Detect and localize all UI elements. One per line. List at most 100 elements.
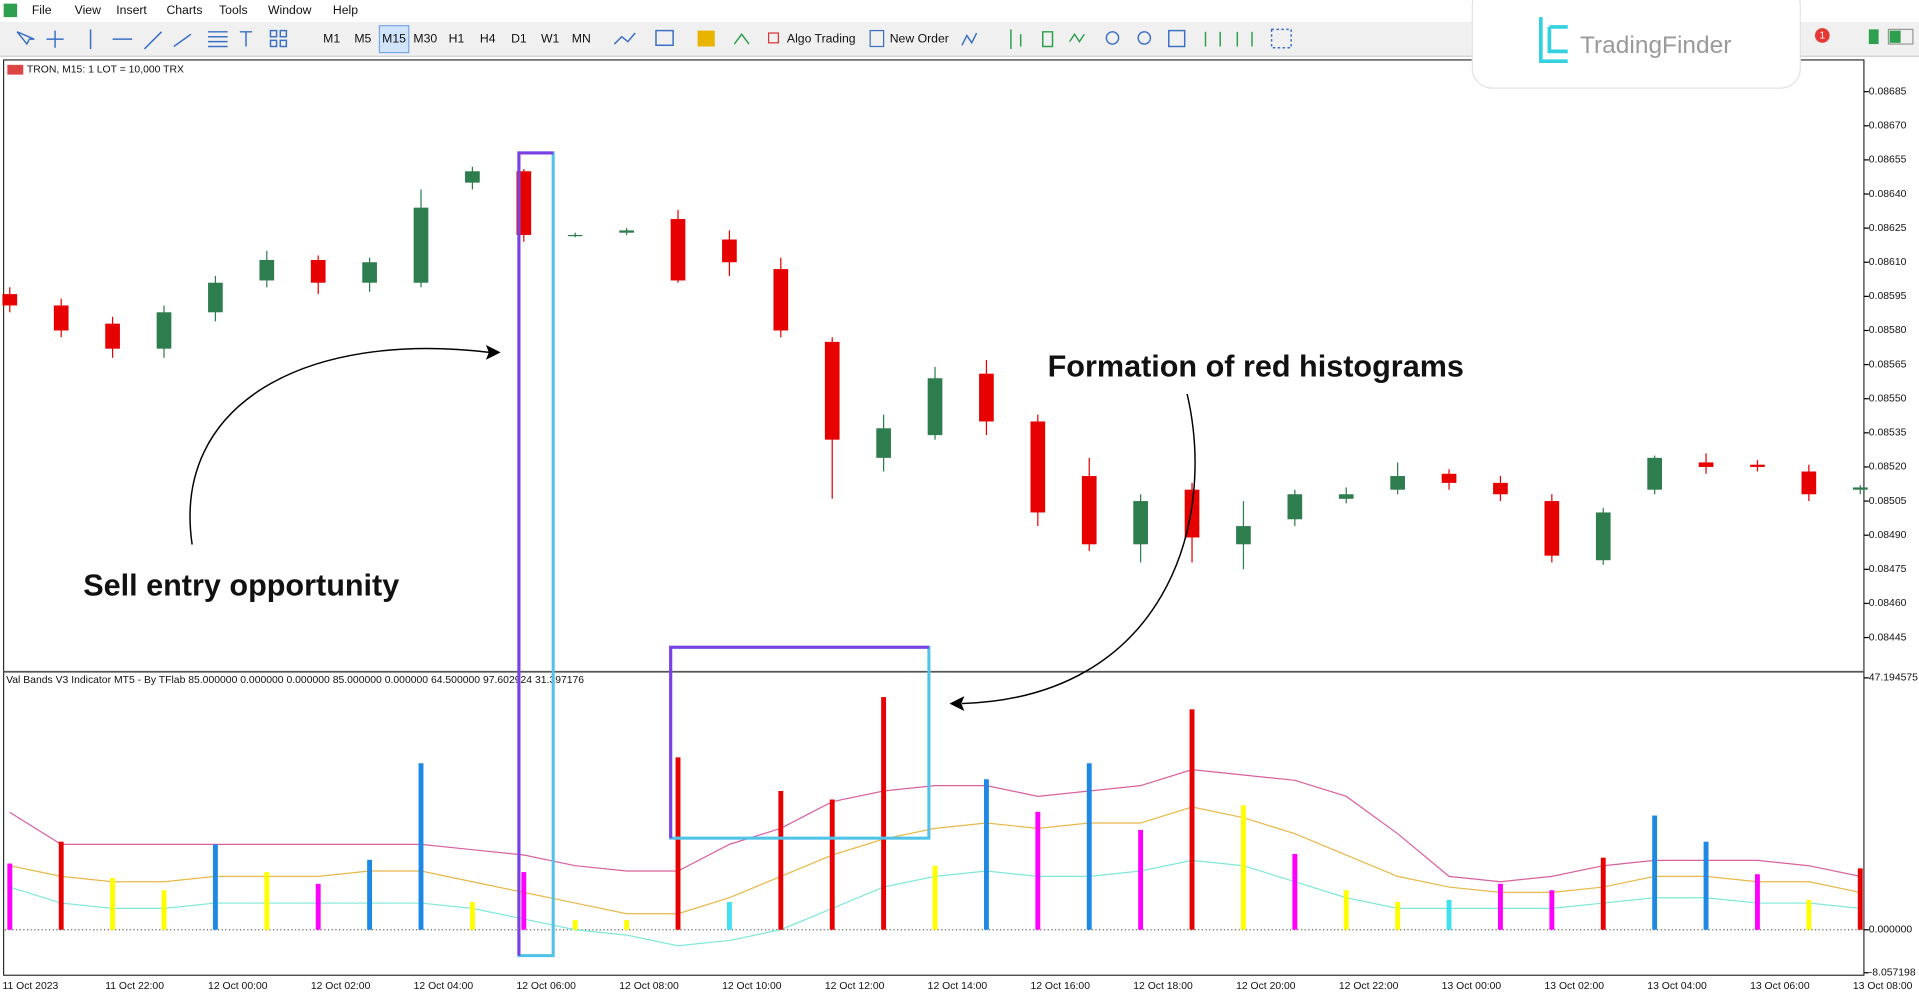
y-tick-label: 0.08460: [1869, 598, 1907, 609]
menu: File View Insert Charts Tools Window Help: [32, 3, 358, 17]
logo-mark: [1538, 17, 1568, 64]
histogram-bar: [1240, 805, 1246, 930]
x-tick-label: 11 Oct 2023: [2, 981, 58, 992]
histogram-bar: [418, 763, 424, 930]
candle-body: [362, 262, 377, 283]
histogram-bar: [469, 901, 475, 930]
histogram-bar: [829, 799, 835, 930]
timeframe-button[interactable]: M1: [323, 31, 340, 45]
timeframe-button[interactable]: H1: [449, 31, 465, 45]
menu-item[interactable]: Insert: [116, 3, 147, 17]
histogram-bar: [1549, 890, 1555, 930]
candle-body: [979, 373, 994, 422]
toolbar-icons: [16, 28, 1292, 50]
timeframe-button[interactable]: M5: [354, 31, 371, 45]
candle-body: [773, 269, 789, 331]
histogram-bar: [726, 901, 732, 930]
y-tick-label: 0.08685: [1869, 86, 1907, 97]
annotation: Sell entry opportunity: [83, 568, 399, 602]
crosshair-icon: [46, 30, 64, 48]
candle-body: [1133, 501, 1148, 545]
menu-item[interactable]: Window: [268, 3, 312, 17]
histogram-bar: [110, 877, 116, 930]
chart-icon: [7, 64, 24, 75]
histogram-box-edge: [669, 645, 929, 839]
candle-body: [465, 171, 480, 183]
logo-text: TradingFinder: [1580, 32, 1731, 59]
timeframe-button[interactable]: W1: [541, 31, 560, 45]
timeframe-button[interactable]: D1: [511, 31, 527, 45]
histogram-bar: [1395, 901, 1401, 930]
x-tick-label: 12 Oct 06:00: [516, 981, 576, 992]
chart-frame: [3, 59, 1865, 976]
histogram-bar: [983, 779, 989, 930]
x-tick-label: 12 Oct 18:00: [1133, 981, 1193, 992]
badge: [1814, 28, 1830, 43]
y-tick-label: 0.08445: [1869, 632, 1907, 643]
candle-body: [310, 259, 326, 283]
candle-body: [1544, 501, 1560, 556]
template-icon: [655, 29, 674, 47]
candle-body: [1338, 494, 1354, 499]
shapes-icon: [279, 29, 288, 38]
active-timeframe: [378, 25, 410, 54]
y-tick-label: 47.194575: [1869, 673, 1918, 684]
algo-trading-button[interactable]: Algo Trading: [787, 31, 856, 45]
histogram-bar: [521, 872, 527, 930]
histogram-bar: [58, 841, 64, 930]
battery-level: [1889, 30, 1901, 43]
signal-box-edge: [517, 151, 554, 956]
candle-body: [1493, 482, 1508, 495]
candle-body: [876, 428, 891, 458]
arrowhead: [949, 696, 965, 711]
candle-body: [1030, 421, 1046, 513]
candle-body: [1236, 526, 1251, 545]
x-tick-label: 12 Oct 00:00: [208, 981, 268, 992]
menu-item[interactable]: Tools: [219, 3, 248, 17]
candle-body: [1750, 464, 1765, 467]
histogram-bar: [1806, 899, 1812, 930]
histogram-bar: [1189, 709, 1195, 930]
timeframe-button[interactable]: MN: [572, 31, 591, 45]
y-tick-label: 0.08655: [1869, 155, 1907, 166]
screenshot-icon: [1270, 28, 1292, 49]
histogram-bar: [1755, 874, 1760, 930]
candle-body: [670, 219, 686, 281]
annotation-shapes: [189, 151, 1196, 958]
x-tick-label: 12 Oct 02:00: [311, 981, 371, 992]
x-tick-label: 13 Oct 00:00: [1442, 981, 1502, 992]
indicator-icon: [613, 32, 636, 45]
chart-style-icons: [1010, 29, 1085, 49]
menu-item[interactable]: Help: [333, 3, 358, 17]
histogram-bar: [1343, 890, 1349, 930]
candle-body: [567, 234, 583, 237]
timeframe-button[interactable]: M30: [413, 31, 437, 45]
candle-body: [1441, 473, 1457, 483]
y-tick-label: 0.08640: [1869, 189, 1907, 200]
tile-icon: [1168, 29, 1186, 48]
candle-body: [156, 312, 172, 349]
menu-item[interactable]: View: [75, 3, 101, 17]
y-tick-label: 0.08520: [1869, 462, 1907, 473]
menu-item[interactable]: File: [32, 3, 52, 17]
new-order-button[interactable]: New Order: [890, 31, 949, 45]
histogram-bar: [932, 865, 938, 930]
logo-box: [1471, 0, 1801, 89]
order-icon: [869, 29, 885, 48]
menu-item[interactable]: Charts: [166, 3, 202, 17]
signals-icon: [733, 33, 750, 45]
x-tick-label: 12 Oct 08:00: [619, 981, 679, 992]
candle-body: [413, 207, 429, 283]
arrow-sell: [189, 347, 490, 545]
candle-body: [927, 378, 943, 436]
y-tick-label: 0.08565: [1869, 359, 1907, 370]
timeframe-button[interactable]: H4: [480, 31, 496, 45]
text-icon: [239, 31, 253, 47]
timeframe-button[interactable]: M15: [382, 31, 406, 45]
histogram-bar: [778, 790, 784, 930]
histogram-bar: [1292, 853, 1298, 930]
cursor-icon: [16, 31, 35, 46]
candle-body: [1390, 476, 1405, 490]
candle-body: [53, 305, 69, 331]
